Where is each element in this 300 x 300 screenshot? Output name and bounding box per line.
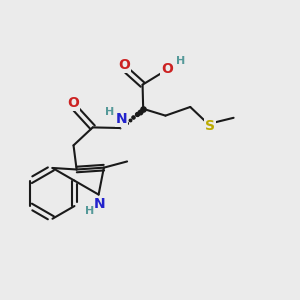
Text: H: H	[85, 206, 94, 216]
Text: H: H	[104, 107, 114, 117]
Text: O: O	[67, 96, 79, 110]
Text: H: H	[176, 56, 185, 66]
Text: S: S	[205, 118, 215, 133]
Text: O: O	[118, 58, 130, 72]
Text: N: N	[93, 197, 105, 211]
Text: O: O	[161, 62, 173, 76]
Text: N: N	[116, 112, 127, 126]
